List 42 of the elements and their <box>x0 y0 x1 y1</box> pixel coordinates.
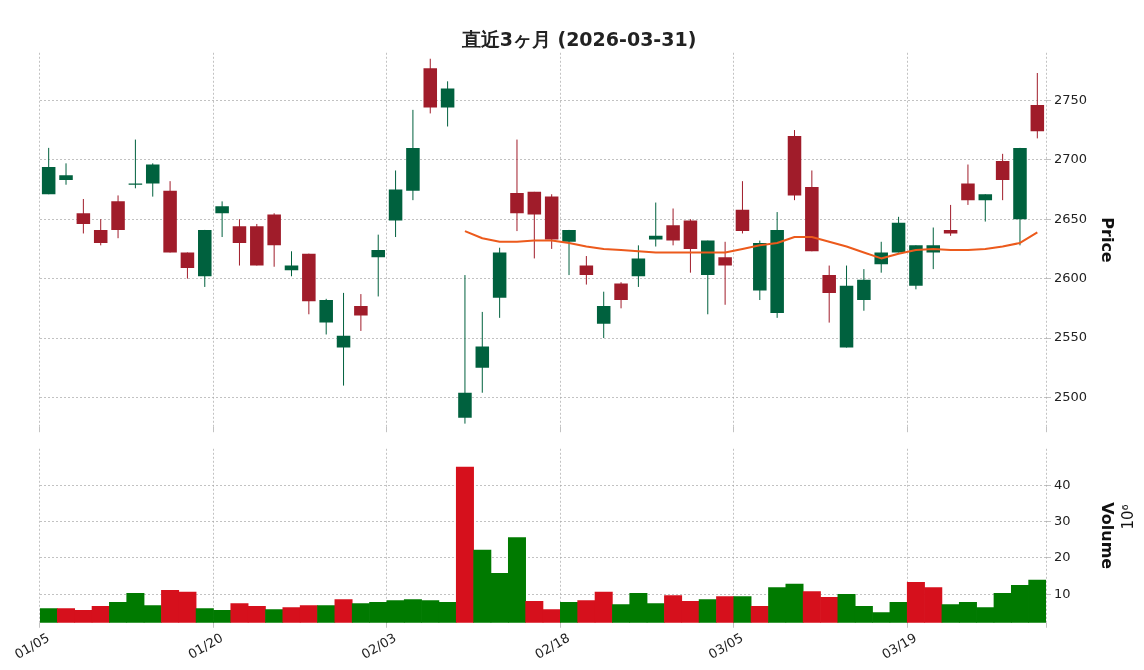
y-tick-label: 2650 <box>1054 210 1088 226</box>
chart-title: 直近3ヶ月 (2026-03-31) <box>460 28 697 51</box>
candlestick <box>666 208 680 246</box>
candlestick <box>354 293 368 332</box>
candlestick <box>857 268 871 312</box>
candlestick <box>614 281 628 309</box>
y-tick-label: 20 <box>1054 549 1071 565</box>
candlestick <box>59 162 73 186</box>
candlestick <box>961 164 975 206</box>
candlestick <box>232 218 247 267</box>
y-tick-label: 2750 <box>1054 91 1088 107</box>
candlestick <box>718 241 732 306</box>
y-tick-label: 2500 <box>1054 388 1088 404</box>
candlestick <box>995 153 1010 201</box>
y-tick-label: 40 <box>1054 476 1071 492</box>
candlestick <box>145 162 160 198</box>
y-tick-label: 2700 <box>1054 151 1088 167</box>
y-axis-title: Price <box>1098 217 1118 263</box>
candlestick <box>596 291 611 339</box>
candlestick <box>579 255 594 286</box>
candlestick <box>180 251 195 280</box>
candlestick <box>510 139 524 232</box>
y-tick-label: 10 <box>1054 585 1071 601</box>
candlestick <box>371 234 385 297</box>
text: 10⁶ <box>1118 504 1137 530</box>
candlestick <box>527 191 542 259</box>
candlestick <box>336 292 351 387</box>
candlestick <box>76 198 91 234</box>
candlestick <box>735 180 750 234</box>
y-tick-label: 2600 <box>1054 270 1088 285</box>
candlestick <box>475 311 490 394</box>
y-axis-title: Volume <box>1098 502 1118 570</box>
candlestick <box>978 193 993 223</box>
candlestick <box>440 80 455 127</box>
y-tick-label: 30 <box>1054 512 1071 528</box>
candlestick <box>822 265 836 324</box>
candlestick <box>631 244 646 288</box>
y-tick-label: 2550 <box>1054 329 1088 345</box>
candlestick <box>215 200 229 238</box>
candlestick <box>562 229 576 276</box>
candlestick <box>93 218 108 246</box>
candlestick <box>319 298 333 335</box>
